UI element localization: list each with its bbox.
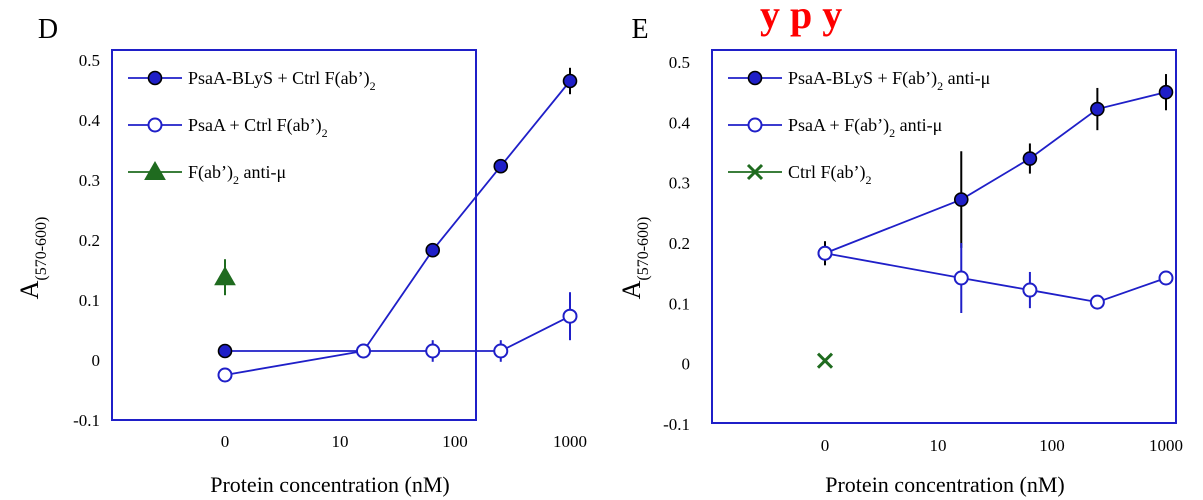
- y-tick-label: -0.1: [73, 411, 100, 430]
- x-axis-label: Protein concentration (nM): [825, 472, 1065, 497]
- x-tick-label: 0: [221, 432, 230, 451]
- legend-label: PsaA-BLyS + Ctrl F(ab’)2: [188, 68, 376, 93]
- data-point: [1022, 151, 1038, 166]
- series-2: [214, 259, 236, 296]
- x-tick-label: 10: [332, 432, 349, 451]
- x-axis-label: Protein concentration (nM): [210, 472, 450, 497]
- y-axis-label: A(570-600): [617, 217, 652, 300]
- panel-letter: D: [38, 14, 58, 45]
- legend-marker: [147, 70, 163, 86]
- x-tick-label: 0: [821, 436, 830, 455]
- data-point: [214, 266, 236, 286]
- data-point: [1158, 84, 1174, 100]
- legend-label-sub: 2: [233, 173, 239, 187]
- legend-entry: PsaA-BLyS + F(ab’)2 anti-μ: [728, 68, 990, 93]
- x-tick-label: 100: [442, 432, 468, 451]
- data-point: [816, 352, 834, 369]
- data-point: [562, 308, 578, 324]
- y-tick-label: 0.2: [79, 231, 100, 250]
- y-tick-label: 0: [682, 355, 691, 374]
- legend-marker: [746, 163, 764, 181]
- data-point: [493, 343, 509, 359]
- data-point: [953, 270, 969, 286]
- series-line: [824, 252, 1167, 304]
- legend-entry: PsaA + F(ab’)2 anti-μ: [728, 115, 942, 140]
- series-line: [224, 315, 571, 376]
- data-point: [493, 158, 509, 174]
- legend-label-sub: 2: [937, 79, 943, 93]
- series-1: [217, 292, 578, 383]
- plot-frame: [711, 49, 1177, 424]
- x-tick-label: 100: [1039, 436, 1065, 455]
- y-tick-label: 0.5: [79, 51, 100, 70]
- y-tick-label: 0.3: [669, 174, 690, 193]
- y-tick-label: 0.4: [79, 111, 101, 130]
- y-tick-label: 0.5: [669, 53, 690, 72]
- data-point: [817, 245, 833, 261]
- chart-panel-e: E 0.5 0.4 0.3 0.2 0.1 0 -0.1 0 10 100 1000 Protein c…: [617, 14, 1183, 497]
- x-tick-label: 10: [930, 436, 947, 455]
- legend-label-main: PsaA-BLyS + F(ab’): [788, 68, 937, 89]
- legend-label-main: PsaA-BLyS + Ctrl F(ab’): [188, 68, 370, 89]
- legend-marker: [144, 160, 166, 180]
- clipped-banner-text: y p y: [760, 0, 842, 37]
- y-tick-label: 0: [92, 351, 101, 370]
- legend-marker: [747, 70, 763, 86]
- legend-marker: [747, 117, 763, 133]
- x-tick-label: 1000: [553, 432, 587, 451]
- data-point: [217, 367, 233, 383]
- legend-entry: PsaA-BLyS + Ctrl F(ab’)2: [128, 68, 376, 93]
- series-0: [817, 74, 1174, 266]
- series-2: [816, 352, 834, 369]
- legend-label-post: anti-μ: [239, 162, 286, 182]
- data-point: [425, 343, 441, 359]
- data-point: [953, 192, 969, 207]
- y-tick-label: 0.4: [669, 113, 691, 132]
- legend-label-main: PsaA + Ctrl F(ab’): [188, 115, 322, 136]
- legend-label-post: anti-μ: [895, 115, 942, 135]
- data-point: [1089, 294, 1105, 310]
- y-tick-label: 0.2: [669, 234, 690, 253]
- data-point: [1022, 282, 1038, 298]
- chart-panel-d: D 0.5 0.4 0.3 0.2 0.1 0 -0.1 0 10 100 1000 Protein c…: [15, 14, 587, 497]
- series-1: [817, 243, 1174, 313]
- legend-label-sub: 2: [865, 173, 871, 187]
- data-point: [217, 343, 233, 359]
- legend-label-main: F(ab’): [188, 162, 233, 183]
- legend-entry: PsaA + Ctrl F(ab’)2: [128, 115, 328, 140]
- y-axis-label-main: A: [15, 280, 44, 299]
- data-point: [1158, 270, 1174, 286]
- legend-label-post: anti-μ: [943, 68, 990, 88]
- legend-marker: [147, 117, 163, 133]
- data-point: [425, 242, 441, 258]
- legend-label-sub: 2: [370, 79, 376, 93]
- legend-entry: F(ab’)2 anti-μ: [128, 160, 286, 187]
- data-point: [1090, 101, 1105, 117]
- series-0: [217, 67, 578, 359]
- y-tick-label: 0.1: [79, 291, 100, 310]
- legend-label: PsaA + F(ab’)2 anti-μ: [788, 115, 942, 140]
- plot-frame: [111, 49, 477, 421]
- data-point: [562, 73, 578, 89]
- data-point: [355, 343, 371, 359]
- legend-label: Ctrl F(ab’)2: [788, 162, 871, 187]
- legend-label-sub: 2: [889, 126, 895, 140]
- legend-label-main: PsaA + F(ab’): [788, 115, 889, 136]
- y-axis-label: A(570-600): [15, 217, 50, 300]
- y-tick-label: 0.1: [669, 294, 690, 313]
- legend-label: F(ab’)2 anti-μ: [188, 162, 286, 187]
- legend-label: PsaA-BLyS + F(ab’)2 anti-μ: [788, 68, 990, 93]
- legend-label: PsaA + Ctrl F(ab’)2: [188, 115, 328, 140]
- legend-label-main: Ctrl F(ab’): [788, 162, 865, 183]
- x-tick-label: 1000: [1149, 436, 1183, 455]
- legend-label-sub: 2: [322, 126, 328, 140]
- y-tick-label: 0.3: [79, 171, 100, 190]
- y-tick-label: -0.1: [663, 415, 690, 434]
- legend-entry: Ctrl F(ab’)2: [728, 162, 871, 187]
- y-axis-label-sub: (570-600): [635, 217, 652, 281]
- y-axis-label-sub: (570-600): [33, 217, 50, 281]
- panel-letter: E: [631, 14, 648, 45]
- y-axis-label-main: A: [617, 280, 646, 299]
